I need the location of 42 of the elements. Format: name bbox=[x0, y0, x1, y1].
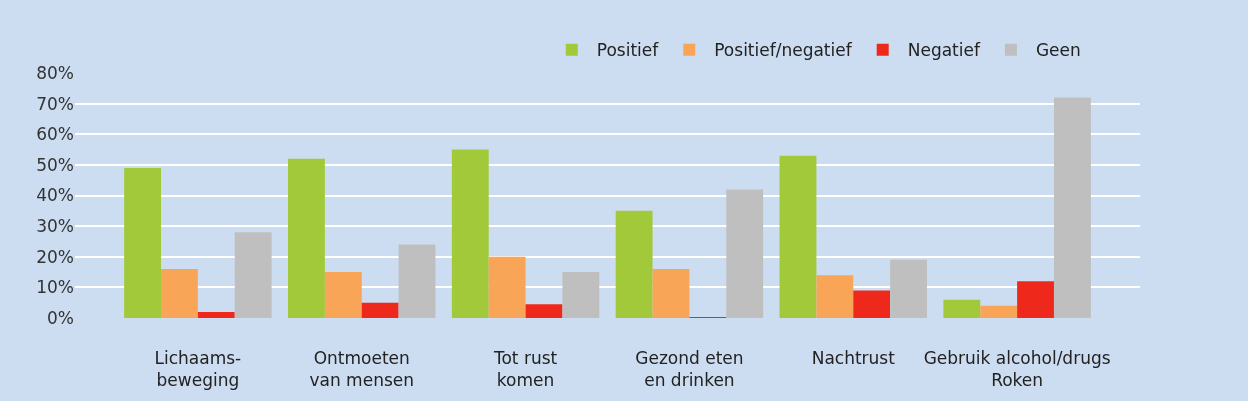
legend-label: Geen bbox=[1035, 40, 1081, 61]
bar bbox=[361, 302, 399, 318]
x-tick-label: Gezond eten en drinken bbox=[635, 348, 744, 391]
bar bbox=[562, 272, 600, 318]
bar bbox=[1053, 97, 1091, 318]
bar bbox=[525, 304, 563, 318]
legend-label: Negatief bbox=[907, 40, 981, 61]
bar bbox=[943, 299, 981, 318]
y-tick-label: 40% bbox=[36, 185, 74, 206]
bar bbox=[451, 149, 489, 318]
bar bbox=[1017, 281, 1054, 318]
y-tick-label: 80% bbox=[36, 62, 74, 83]
bar bbox=[161, 269, 198, 318]
bar bbox=[816, 275, 854, 318]
legend-label: Positief/negatief bbox=[714, 40, 853, 61]
legend-label: Positief bbox=[596, 40, 660, 61]
y-tick-label: 0% bbox=[47, 307, 74, 328]
bar bbox=[398, 244, 436, 318]
bar bbox=[197, 311, 235, 318]
bar bbox=[890, 259, 927, 318]
y-tick-label: 10% bbox=[36, 277, 74, 298]
x-tick-label: Gebruik alcohol/drugs Roken bbox=[923, 348, 1111, 391]
bar bbox=[779, 155, 817, 318]
bar bbox=[288, 158, 325, 318]
bar bbox=[652, 269, 690, 318]
y-tick-label: 60% bbox=[36, 124, 74, 145]
y-tick-label: 50% bbox=[36, 154, 74, 175]
bar bbox=[488, 256, 526, 318]
bar bbox=[853, 290, 891, 318]
x-tick-label: Tot rust komen bbox=[492, 348, 558, 391]
y-tick-label: 20% bbox=[36, 246, 74, 267]
y-tick-label: 30% bbox=[36, 216, 74, 237]
x-tick-label: Nachtrust bbox=[811, 348, 896, 368]
bar bbox=[615, 210, 653, 318]
x-tick-label: Ontmoeten van mensen bbox=[309, 348, 414, 391]
bar bbox=[726, 189, 764, 318]
bar bbox=[980, 305, 1018, 318]
y-tick-label: 70% bbox=[36, 93, 74, 114]
bar bbox=[234, 232, 272, 318]
bar bbox=[324, 272, 362, 318]
bar bbox=[124, 167, 162, 318]
x-tick-label: Lichaams- beweging bbox=[154, 348, 242, 391]
